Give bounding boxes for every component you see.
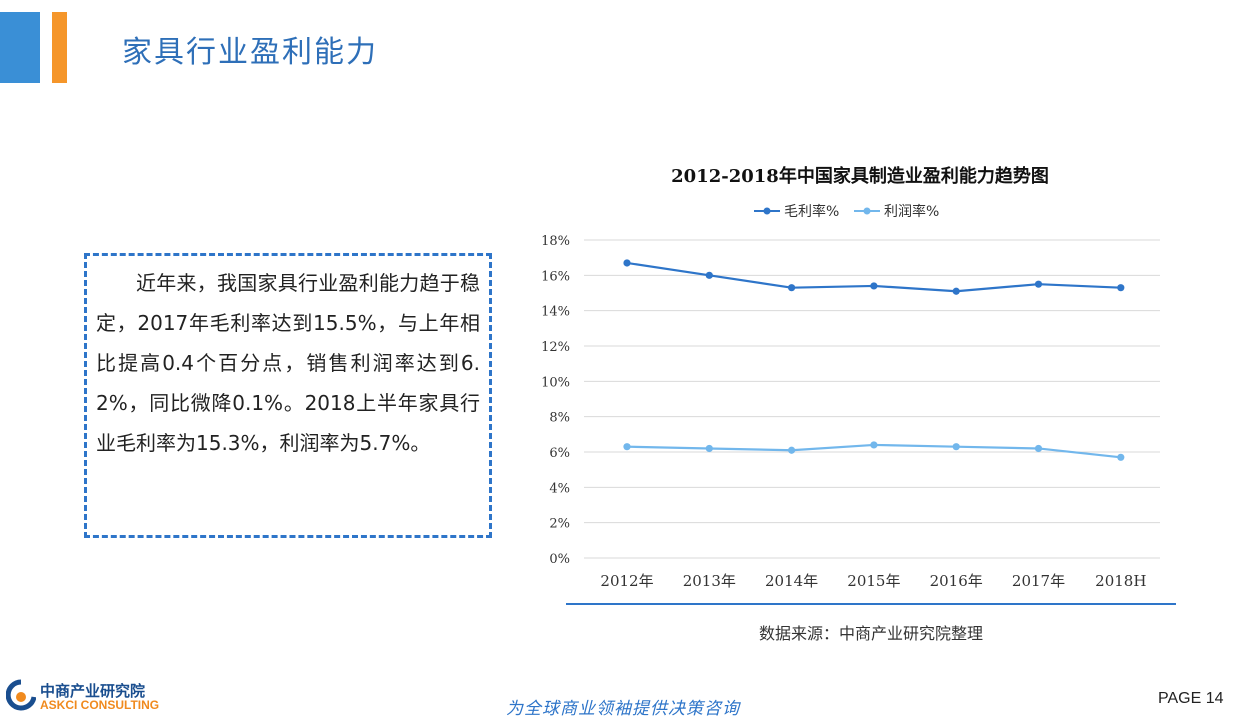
data-point	[1034, 444, 1043, 453]
data-point	[788, 446, 796, 454]
data-point	[952, 287, 960, 295]
data-point	[788, 284, 796, 292]
line-chart: 毛利率% 利润率% 0% 2% 4% 6% 8% 10% 12% 14% 16% 18% 2012年…	[541, 203, 1160, 590]
x-tick-label: 2015年	[847, 572, 900, 590]
x-tick-label: 2012年	[600, 572, 653, 590]
y-tick-label: 8%	[549, 411, 570, 426]
y-tick-label: 6%	[549, 446, 570, 461]
legend-item-1: 毛利率%	[754, 203, 839, 220]
chart-title: 2012-2018年中国家具制造业盈利能力趋势图	[671, 166, 1049, 187]
data-point	[870, 282, 878, 290]
chart-y-axis: 0% 2% 4% 6% 8% 10% 12% 14% 16% 18%	[541, 234, 570, 567]
header-accent-bar-blue	[0, 12, 40, 83]
chart-x-axis: 2012年 2013年 2014年 2015年 2016年 2017年 2018H	[600, 572, 1146, 590]
legend-marker	[763, 207, 771, 215]
header-accent-bar-orange	[52, 12, 67, 83]
chart-series	[623, 259, 1125, 461]
chart-gridlines	[584, 239, 1160, 559]
data-source: 数据来源：中商产业研究院整理	[758, 624, 983, 643]
data-point	[623, 259, 631, 267]
data-point	[705, 271, 713, 279]
y-tick-label: 0%	[549, 552, 570, 567]
page-number: PAGE 14	[1158, 690, 1224, 707]
y-tick-label: 4%	[549, 481, 570, 496]
brand-name-cn: 中商产业研究院	[40, 682, 146, 700]
footer-slogan: 为全球商业领袖提供决策咨询	[506, 699, 740, 719]
data-point	[1034, 280, 1043, 288]
source-divider	[566, 603, 1176, 605]
y-tick-label: 16%	[541, 269, 570, 284]
legend-label: 毛利率%	[784, 203, 839, 220]
askci-logo-icon	[6, 679, 36, 711]
page-title: 家具行业盈利能力	[122, 35, 378, 70]
x-tick-label: 2017年	[1012, 572, 1065, 590]
y-tick-label: 18%	[541, 234, 570, 249]
legend-label: 利润率%	[884, 203, 939, 220]
series-2	[623, 441, 1125, 461]
x-tick-label: 2016年	[930, 572, 983, 590]
data-point	[1117, 453, 1125, 461]
legend-marker	[863, 207, 871, 215]
series-1	[623, 259, 1125, 295]
legend-item-2: 利润率%	[854, 203, 939, 220]
data-point	[623, 443, 631, 451]
brand-name-en: ASKCI CONSULTING	[40, 698, 160, 712]
y-tick-label: 2%	[549, 517, 570, 532]
x-tick-label: 2014年	[765, 572, 818, 590]
y-tick-label: 10%	[541, 375, 570, 390]
summary-box	[84, 253, 492, 538]
x-tick-label: 2013年	[683, 572, 736, 590]
data-point	[1117, 284, 1125, 292]
x-tick-label: 2018H	[1095, 572, 1146, 590]
data-point	[705, 444, 713, 453]
data-point	[952, 443, 960, 451]
data-point	[870, 441, 878, 449]
summary-text: 近年来，我国家具行业盈利能力趋于稳定，2017年毛利率达到15.5%，与上年相比…	[96, 271, 480, 455]
chart-legend: 毛利率% 利润率%	[754, 203, 939, 220]
y-tick-label: 12%	[541, 340, 570, 355]
y-tick-label: 14%	[541, 305, 570, 320]
